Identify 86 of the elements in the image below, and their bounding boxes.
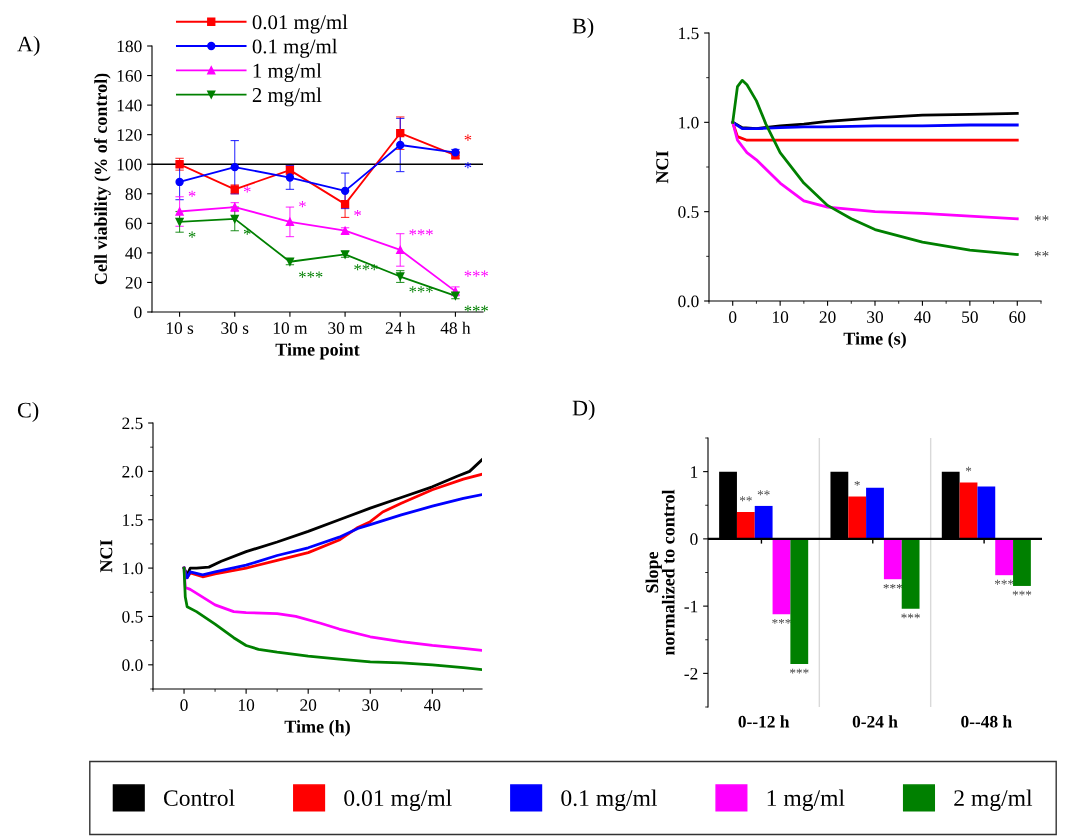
data-label: *** [464, 270, 488, 277]
y-tick-label: 1.5 [679, 27, 699, 40]
y-tick-label: 1 [691, 466, 698, 478]
x-tick-label: 0--12 h [738, 715, 790, 728]
y-axis-title: NCI [656, 151, 669, 184]
y-tick-label: 0.0 [678, 295, 699, 308]
x-tick-label: 30 [867, 311, 884, 323]
x-tick-label: 30 m [328, 322, 363, 334]
y-tick-label: 40 [125, 247, 142, 260]
x-tick-label: 10 s [166, 322, 194, 334]
x-tick-label: 50 [962, 311, 978, 323]
data-label: ** [1034, 215, 1049, 221]
data-label: ** [757, 490, 770, 496]
x-tick-label: 60 [1009, 311, 1026, 323]
data-label: * [354, 209, 361, 217]
y-tick-label: 0 [690, 533, 698, 546]
y-axis-title: Cell viability (% of control) [94, 73, 111, 285]
x-tick-label: 48 h [440, 321, 471, 334]
data-label: * [965, 466, 972, 472]
x-tick-label: 40 [424, 699, 441, 711]
x-tick-label: 20 [300, 699, 317, 711]
x-axis-title: Time (s) [843, 332, 906, 349]
data-label: *** [299, 271, 323, 278]
data-label: * [464, 134, 472, 141]
y-tick-label: 20 [125, 276, 142, 289]
y-tick-label: 2.5 [122, 417, 143, 430]
y-tick-label: 180 [117, 40, 142, 53]
x-tick-label: 0-24 h [852, 715, 898, 728]
y-tick-label: -2 [684, 667, 698, 680]
y-tick-label: 0.0 [122, 659, 143, 672]
data-label: *** [1012, 590, 1032, 596]
legend-label: Control [163, 789, 235, 807]
chart-title: A) [17, 35, 40, 57]
legend-label: 2 mg/ml [252, 87, 322, 107]
data-label: * [188, 231, 196, 238]
legend-label: 0.01 mg/ml [252, 14, 348, 34]
chart-title: C) [17, 401, 39, 423]
x-axis-title: Time (h) [284, 720, 350, 737]
data-label: ** [739, 496, 752, 502]
data-label: *** [883, 583, 903, 589]
data-label: * [188, 190, 196, 197]
y-tick-label: 140 [117, 99, 142, 112]
x-tick-label: 30 [362, 699, 379, 711]
x-tick-label: 10 m [273, 322, 308, 334]
y-tick-label: 1.0 [123, 562, 143, 575]
data-label: * [243, 186, 251, 193]
y-tick-label: 1.0 [679, 116, 699, 129]
y-axis-title: NCI [100, 540, 113, 573]
y-tick-label: -1 [684, 600, 698, 613]
y-tick-label: 120 [117, 129, 142, 141]
y-tick-label: 0.5 [122, 610, 143, 623]
data-label: ** [1034, 250, 1049, 257]
data-label: *** [464, 305, 488, 312]
y-tick-label: 100 [117, 158, 142, 171]
x-tick-label: 0--48 h [961, 715, 1012, 728]
legend-label: 1 mg/ml [767, 789, 845, 811]
legend-label: 2 mg/ml [954, 789, 1033, 811]
x-tick-label: 40 [914, 311, 931, 323]
x-axis-title: Time point [275, 343, 360, 360]
chart-title: D) [572, 399, 595, 421]
x-tick-label: 20 [819, 311, 836, 323]
x-tick-label: 0 [180, 699, 188, 711]
data-label: *** [354, 264, 378, 271]
data-label: * [299, 201, 306, 208]
data-label: * [854, 480, 860, 486]
data-label: *** [409, 286, 433, 293]
x-tick-label: 30 s [221, 322, 249, 334]
y-tick-label: 160 [117, 70, 142, 82]
chart-title: B) [572, 17, 594, 39]
x-tick-label: 24 h [385, 321, 416, 334]
y-tick-label: 1.5 [123, 514, 143, 526]
x-tick-label: 10 [772, 311, 789, 323]
y-tick-label: 80 [125, 188, 142, 200]
legend-label: 1 mg/ml [253, 63, 322, 83]
legend-label: 0.1 mg/ml [561, 789, 658, 811]
y-tick-label: 0.5 [678, 206, 699, 218]
data-label: *** [409, 229, 433, 236]
y-axis-title: Slope normalized to control [645, 489, 675, 656]
legend-label: 0.1 mg/ml [252, 38, 338, 58]
x-tick-label: 10 [238, 699, 255, 711]
y-tick-label: 2.0 [122, 465, 143, 478]
legend-label: 0.01 mg/ml [344, 789, 452, 811]
data-label: *** [901, 613, 920, 619]
x-tick-label: 0 [729, 311, 737, 323]
data-label: *** [790, 668, 809, 674]
y-tick-label: 60 [125, 217, 142, 230]
